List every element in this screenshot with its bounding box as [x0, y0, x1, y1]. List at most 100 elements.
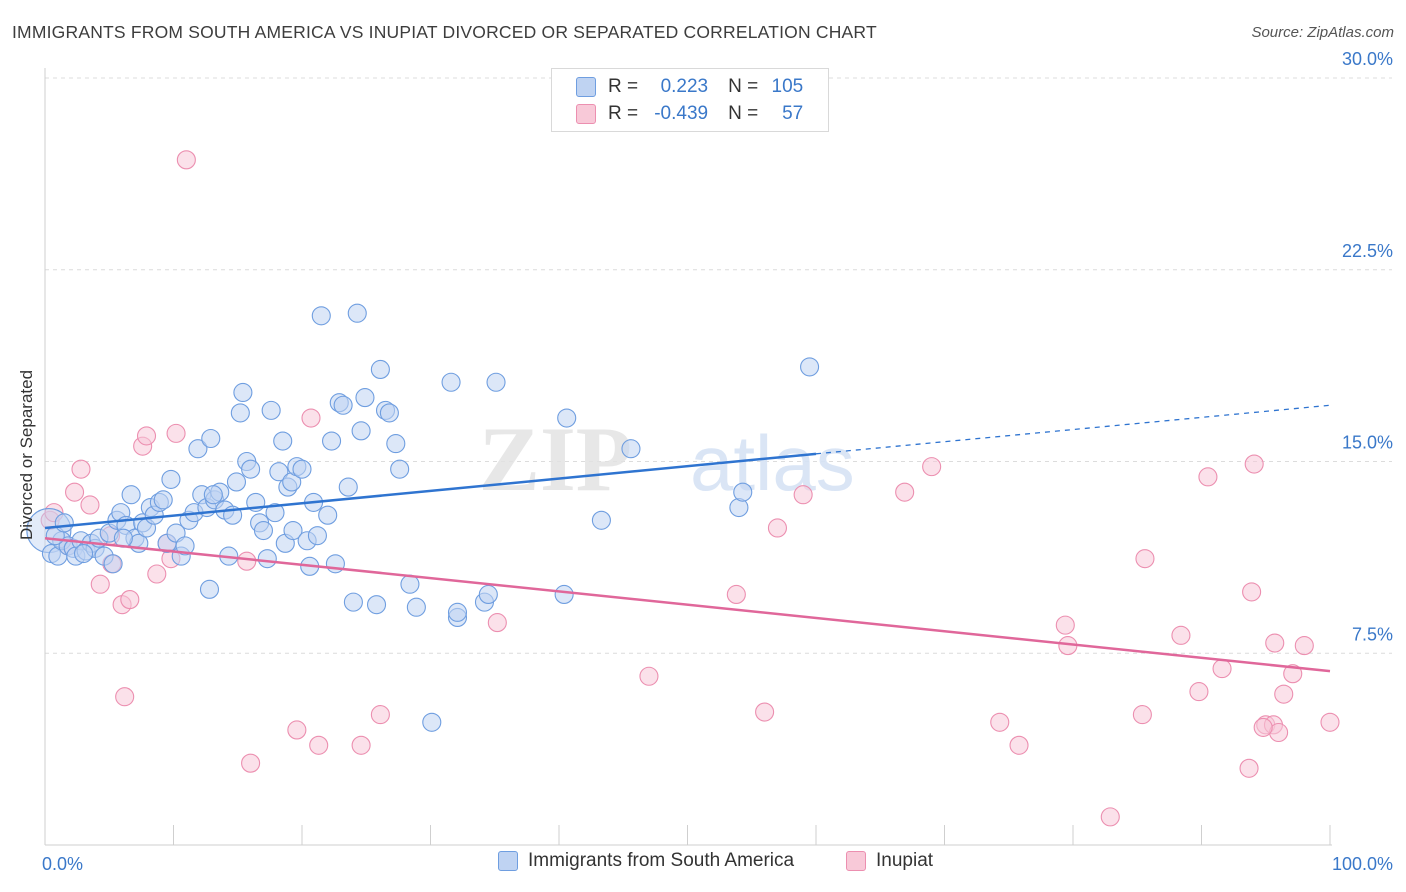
south-america-point [103, 554, 123, 574]
south-america-point [366, 595, 387, 615]
south-america-point [253, 520, 274, 541]
south-america-point [322, 431, 342, 451]
inupiat-point [755, 702, 775, 722]
south-america-point [241, 459, 261, 479]
south-america-point [257, 549, 277, 569]
south-america-point [226, 472, 247, 492]
inupiat-point [1135, 549, 1155, 569]
south-america-point [486, 372, 506, 392]
south-america-point [188, 439, 208, 459]
south-america-point [355, 388, 375, 408]
inupiat-point [301, 408, 321, 428]
south-america-point [447, 602, 468, 622]
south-america-point [621, 439, 641, 459]
series-swatch-blue [498, 851, 518, 871]
source-credit: Source: ZipAtlas.com [1251, 24, 1394, 41]
inupiat-point [793, 485, 813, 505]
south-america-point [269, 462, 289, 482]
south-america-point [733, 482, 753, 502]
inupiat-point [65, 482, 85, 502]
trend-lines [44, 404, 1331, 673]
y-tick-label: 22.5% [1342, 241, 1393, 261]
inupiat-point [1242, 582, 1262, 602]
legend-r-value: -0.439 [654, 103, 709, 124]
inupiat-point [1100, 807, 1120, 827]
inupiat-point [120, 590, 140, 610]
inupiat-point [237, 551, 257, 571]
south-america-point [283, 520, 303, 541]
south-america-point [370, 359, 390, 380]
inupiat-point [1253, 717, 1273, 737]
inupiat-point [1320, 712, 1340, 732]
south-america-point [273, 431, 293, 451]
inupiat-point [136, 426, 157, 446]
tick-labels: 7.5% 15.0% 22.5% 30.0% 0.0% 100.0% [42, 49, 1393, 874]
inupiat-point [767, 518, 788, 538]
south-america-point [554, 584, 574, 604]
south-america-point [261, 400, 281, 420]
inupiat-point [1244, 454, 1264, 474]
south-america-point [379, 403, 399, 423]
inupiat-point [1009, 735, 1029, 755]
inupiat-point [1055, 615, 1075, 635]
legend-swatch-pink [576, 104, 596, 124]
inupiat-point [1274, 684, 1294, 704]
y-tick-label: 7.5% [1352, 624, 1393, 644]
inupiat-point [241, 753, 261, 773]
y-tick-label: 15.0% [1342, 433, 1393, 453]
south-america-point [233, 382, 253, 403]
south-america-point [478, 584, 498, 604]
inupiat-point [115, 687, 135, 707]
inupiat-point [1239, 758, 1259, 778]
south-america-point [265, 503, 285, 523]
series-legend-south-america: Immigrants from South America [498, 850, 794, 872]
inupiat-point [1198, 467, 1218, 487]
south-america-point [175, 536, 195, 556]
south-america-point [161, 469, 181, 489]
axes [44, 68, 1332, 846]
inupiat-point [487, 613, 507, 633]
south-america-trend-dashed [815, 404, 1331, 455]
south-america-point [199, 579, 220, 599]
inupiat-point [71, 459, 91, 479]
south-america-points [26, 303, 820, 732]
legend-n-label: N = [728, 103, 759, 124]
watermark-zip: ZIP [479, 408, 632, 510]
south-america-point [230, 403, 250, 423]
south-america-point [347, 303, 367, 323]
south-america-point [591, 510, 611, 530]
inupiat-point [287, 720, 307, 740]
inupiat-point [1283, 664, 1303, 684]
inupiat-point [895, 482, 915, 502]
legend-r-label: R = [608, 76, 639, 97]
inupiat-point [351, 735, 371, 755]
south-america-point [333, 395, 353, 415]
south-america-point [557, 408, 577, 428]
inupiat-point [80, 495, 100, 515]
legend-n-label: N = [728, 76, 759, 97]
south-america-point [406, 597, 426, 617]
south-america-point [351, 421, 371, 441]
legend-row-south-america: R = 0.223 N = 105 [576, 74, 803, 100]
south-america-point [800, 357, 820, 377]
south-america-point [441, 372, 461, 392]
inupiat-point [147, 564, 167, 584]
south-america-point [74, 543, 94, 564]
inupiat-point [166, 423, 186, 443]
inupiat-point [726, 584, 746, 604]
x-tick-label: 0.0% [42, 854, 83, 874]
inupiat-point [1189, 682, 1209, 702]
south-america-point [318, 505, 338, 525]
inupiat-point [990, 712, 1010, 732]
inupiat-point [1171, 625, 1191, 645]
south-america-point [203, 485, 223, 505]
south-america-point [121, 485, 141, 505]
south-america-trend-solid [44, 452, 817, 530]
series-name: Inupiat [876, 850, 934, 871]
south-america-point [422, 712, 442, 732]
inupiat-point [176, 150, 196, 170]
series-swatch-pink [846, 851, 866, 871]
correlation-legend: R = 0.223 N = 105 R = -0.439 N = 57 [551, 68, 829, 132]
south-america-point [386, 434, 406, 454]
